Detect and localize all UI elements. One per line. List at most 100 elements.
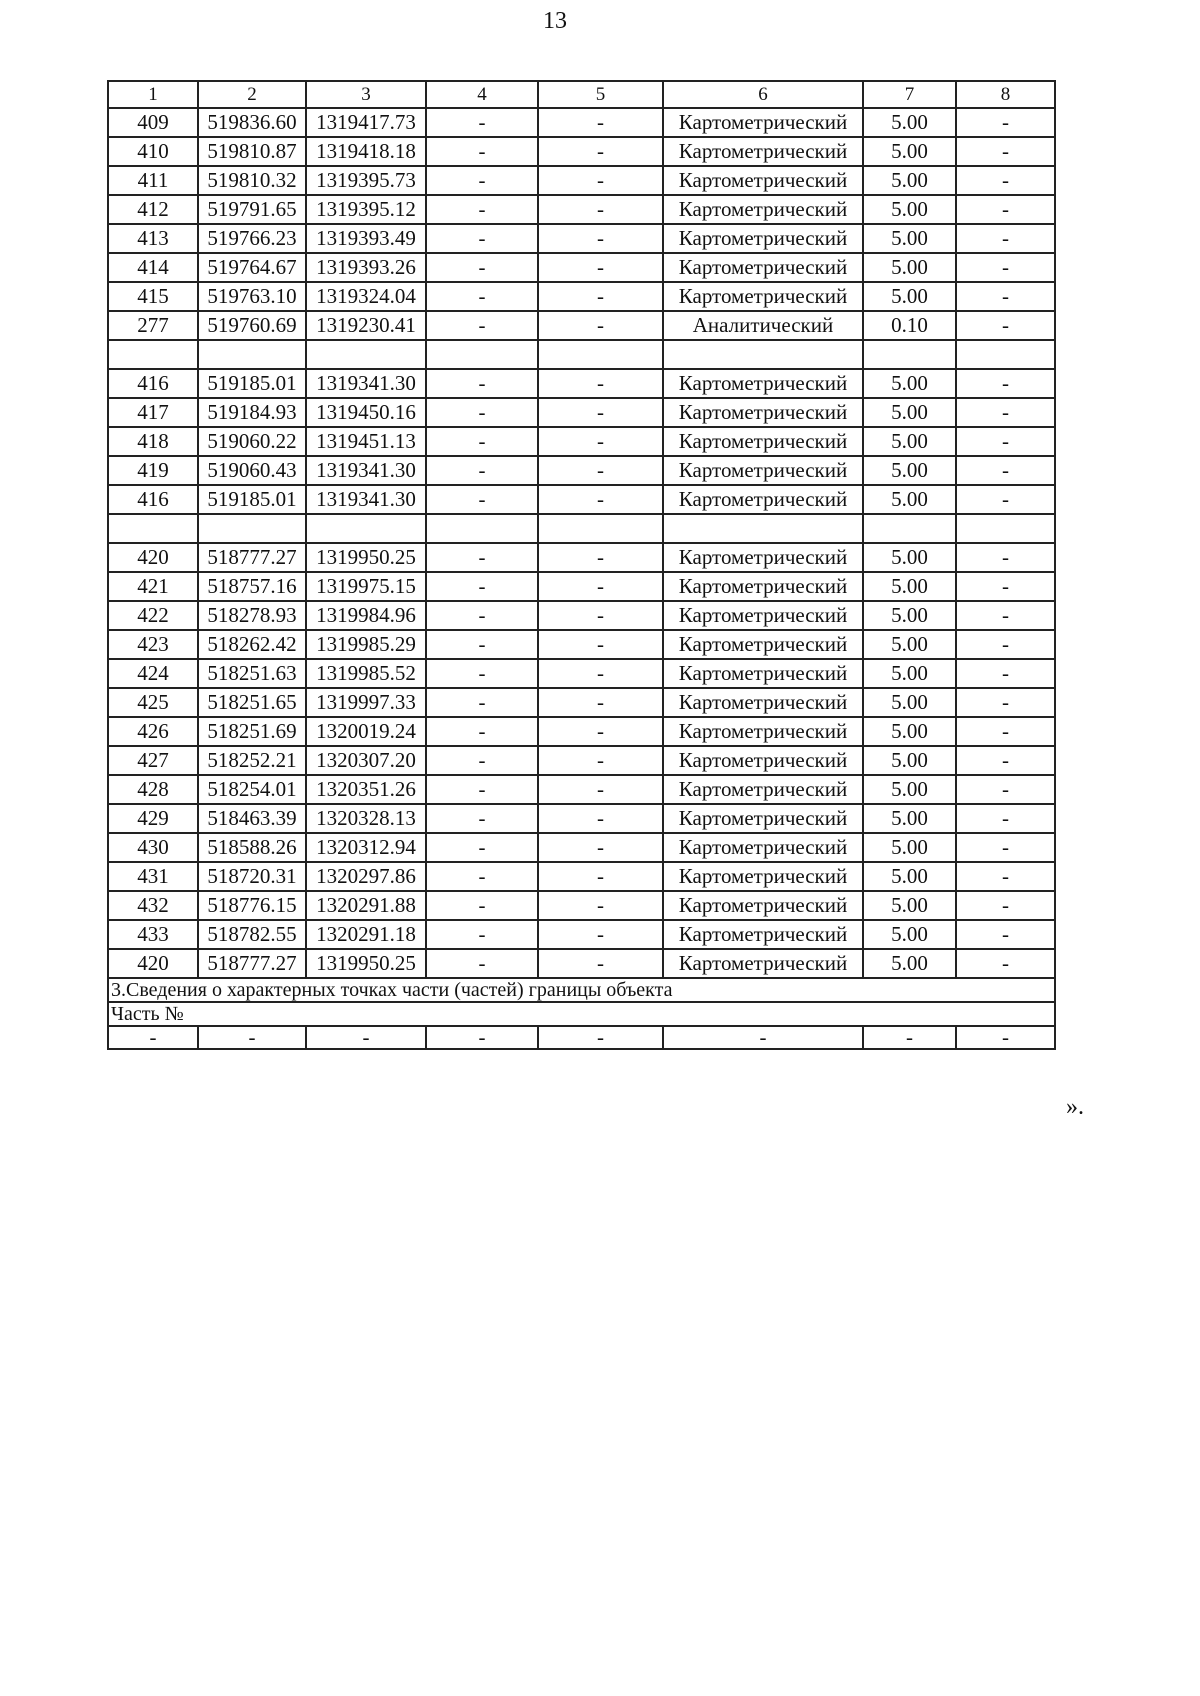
table-cell [107, 513, 199, 544]
table-cell: - [955, 542, 1056, 573]
table-cell [537, 339, 664, 370]
table-cell: 518278.93 [197, 600, 307, 631]
table-cell [662, 339, 864, 370]
table-row: 429 518463.39 1320328.13- - Картометрический… [107, 803, 1056, 834]
table-cell: 518777.27 [197, 542, 307, 573]
table-cell: 518588.26 [197, 832, 307, 863]
table-cell: - [425, 571, 539, 602]
table-cell: Картометрический [662, 542, 864, 573]
table-cell: 1319230.41 [305, 310, 427, 341]
table-row: 409 519836.60 1319417.73- - Картометрический… [107, 107, 1056, 138]
table-cell [197, 513, 307, 544]
table-cell: 421 [107, 571, 199, 602]
table-cell: - [425, 194, 539, 225]
table-cell: - [537, 542, 664, 573]
table-cell: Картометрический [662, 368, 864, 399]
table-cell: 1320307.20 [305, 745, 427, 776]
table-cell: - [537, 281, 664, 312]
table-cell: 430 [107, 832, 199, 863]
table-cell: - [537, 107, 664, 138]
table-cell: 425 [107, 687, 199, 718]
table-cell: 412 [107, 194, 199, 225]
table-cell: - [955, 861, 1056, 892]
table-cell: 5.00 [862, 919, 957, 950]
table-cell: 1320291.18 [305, 919, 427, 950]
table-cell: - [537, 600, 664, 631]
table-cell: - [425, 484, 539, 515]
table-cell: - [425, 310, 539, 341]
table-cell: - [537, 803, 664, 834]
table-cell: Картометрический [662, 165, 864, 196]
table-cell: 519185.01 [197, 368, 307, 399]
table-cell: 519185.01 [197, 484, 307, 515]
table-cell: 5 [537, 80, 664, 109]
table-cell: 5.00 [862, 774, 957, 805]
table-cell: - [425, 658, 539, 689]
table-cell: - [425, 948, 539, 979]
table-cell: - [955, 194, 1056, 225]
closing-quote-mark: ». [1066, 1094, 1084, 1120]
table-cell: 2 [197, 80, 307, 109]
section-title: 3.Сведения о характерных точках части (ч… [107, 977, 1056, 1003]
table-cell: 432 [107, 890, 199, 921]
table-cell: - [537, 1025, 664, 1050]
table-cell: 1319985.29 [305, 629, 427, 660]
table-cell: - [425, 252, 539, 283]
table-cell: 426 [107, 716, 199, 747]
table-row: 411 519810.32 1319395.73- - Картометрический… [107, 165, 1056, 196]
table-cell: 1319984.96 [305, 600, 427, 631]
table-cell: 5.00 [862, 136, 957, 167]
table-row: 413 519766.23 1319393.49- - Картометрический… [107, 223, 1056, 254]
table-row: 425 518251.65 1319997.33- - Картометрический… [107, 687, 1056, 718]
table-cell: 5.00 [862, 542, 957, 573]
table-row: 431 518720.31 1320297.86- - Картометрический… [107, 861, 1056, 892]
table-row: 410 519810.87 1319418.18- - Картометрический… [107, 136, 1056, 167]
table-cell: - [955, 571, 1056, 602]
table-cell: 1319324.04 [305, 281, 427, 312]
table-cell: - [537, 861, 664, 892]
table-cell: 427 [107, 745, 199, 776]
table-cell: 415 [107, 281, 199, 312]
table-cell: 5.00 [862, 397, 957, 428]
table-cell: - [955, 368, 1056, 399]
table-cell: - [955, 107, 1056, 138]
table-cell: 519763.10 [197, 281, 307, 312]
table-cell: - [955, 310, 1056, 341]
table-cell: - [537, 397, 664, 428]
table-cell: - [955, 658, 1056, 689]
table-cell: - [537, 194, 664, 225]
table-cell: - [425, 861, 539, 892]
table-cell: 411 [107, 165, 199, 196]
table-cell: - [862, 1025, 957, 1050]
table-cell: 1320351.26 [305, 774, 427, 805]
table-cell: - [425, 281, 539, 312]
table-cell: 5.00 [862, 484, 957, 515]
table-cell: 519060.22 [197, 426, 307, 457]
table-cell: Картометрический [662, 281, 864, 312]
table-cell: - [537, 571, 664, 602]
table-cell: 1319997.33 [305, 687, 427, 718]
table-cell: 519766.23 [197, 223, 307, 254]
table-cell: - [955, 426, 1056, 457]
table-cell: 419 [107, 455, 199, 486]
table-cell: - [955, 716, 1056, 747]
table-cell: 5.00 [862, 745, 957, 776]
boundary-points-table: 1 2 3 4 5 6 7 8 409 519836.60 1319417.73- - Картомет… [107, 80, 1056, 1050]
table-cell: 5.00 [862, 658, 957, 689]
table-row: 414 519764.67 1319393.26- - Картометрический… [107, 252, 1056, 283]
table-row: 420 518777.27 1319950.25- - Картометрический… [107, 948, 1056, 979]
table-cell: Картометрический [662, 571, 864, 602]
table-cell: Картометрический [662, 397, 864, 428]
table-cell: 0.10 [862, 310, 957, 341]
table-cell: 518254.01 [197, 774, 307, 805]
table-cell: Картометрический [662, 426, 864, 457]
table-cell: 5.00 [862, 629, 957, 660]
table-cell [197, 339, 307, 370]
table-cell: - [955, 687, 1056, 718]
table-cell: - [425, 919, 539, 950]
table-cell: 8 [955, 80, 1056, 109]
table-cell: 1319341.30 [305, 368, 427, 399]
table-cell: Картометрический [662, 861, 864, 892]
table-cell: - [537, 136, 664, 167]
